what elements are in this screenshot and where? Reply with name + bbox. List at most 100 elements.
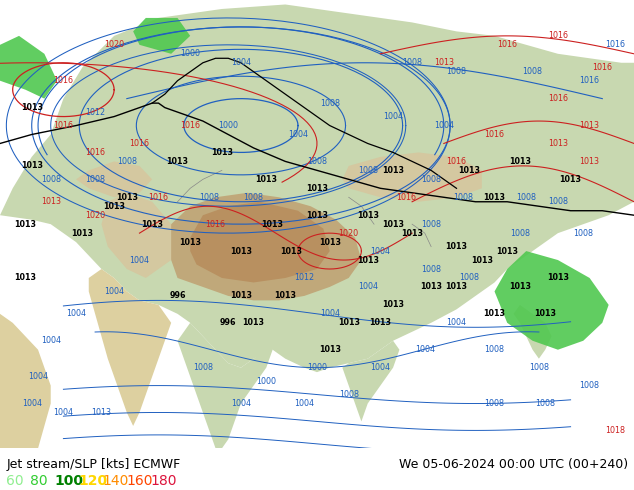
Text: 1016: 1016 bbox=[396, 193, 416, 202]
Text: 1013: 1013 bbox=[370, 318, 391, 327]
Text: 1004: 1004 bbox=[28, 372, 48, 381]
Text: 1013: 1013 bbox=[509, 157, 531, 166]
Text: 1008: 1008 bbox=[453, 193, 473, 202]
Text: 1004: 1004 bbox=[66, 309, 86, 318]
Text: 1004: 1004 bbox=[22, 399, 42, 408]
Text: 1016: 1016 bbox=[148, 193, 169, 202]
Text: 1013: 1013 bbox=[306, 211, 328, 220]
Text: 1008: 1008 bbox=[41, 175, 61, 184]
Text: 1000: 1000 bbox=[256, 377, 276, 386]
Text: 1008: 1008 bbox=[199, 193, 219, 202]
Text: 996: 996 bbox=[169, 292, 186, 300]
Text: 60: 60 bbox=[6, 474, 24, 488]
Text: 1013: 1013 bbox=[382, 166, 404, 175]
Text: 1013: 1013 bbox=[230, 292, 252, 300]
Text: We 05-06-2024 00:00 UTC (00+240): We 05-06-2024 00:00 UTC (00+240) bbox=[399, 458, 628, 470]
Text: 1008: 1008 bbox=[579, 381, 600, 390]
Text: 1013: 1013 bbox=[179, 238, 201, 246]
Text: 1004: 1004 bbox=[370, 246, 391, 256]
Text: 1013: 1013 bbox=[21, 103, 42, 112]
Text: 1016: 1016 bbox=[548, 31, 568, 40]
Text: 1013: 1013 bbox=[548, 139, 568, 148]
Text: 1000: 1000 bbox=[307, 363, 327, 372]
Text: 1008: 1008 bbox=[358, 166, 378, 175]
Polygon shape bbox=[342, 152, 482, 202]
Text: 1008: 1008 bbox=[320, 98, 340, 108]
Text: 1008: 1008 bbox=[402, 58, 422, 67]
Text: 1013: 1013 bbox=[281, 246, 302, 256]
Text: 1013: 1013 bbox=[91, 408, 112, 417]
Text: 1004: 1004 bbox=[41, 336, 61, 345]
Polygon shape bbox=[0, 4, 634, 372]
Text: 1004: 1004 bbox=[129, 256, 150, 265]
Text: 1008: 1008 bbox=[535, 399, 555, 408]
Text: 1013: 1013 bbox=[484, 193, 505, 202]
Text: 1008: 1008 bbox=[339, 390, 359, 399]
Text: 1013: 1013 bbox=[401, 229, 423, 238]
Text: 1013: 1013 bbox=[211, 148, 233, 157]
Text: 160: 160 bbox=[127, 474, 153, 488]
Text: 1020: 1020 bbox=[85, 211, 105, 220]
Text: 140: 140 bbox=[103, 474, 129, 488]
Polygon shape bbox=[0, 36, 57, 98]
Text: 1004: 1004 bbox=[104, 287, 124, 296]
Text: 1013: 1013 bbox=[579, 157, 600, 166]
Polygon shape bbox=[89, 269, 171, 426]
Text: 1008: 1008 bbox=[421, 175, 441, 184]
Text: 1016: 1016 bbox=[497, 40, 517, 49]
Text: 1013: 1013 bbox=[496, 246, 518, 256]
Text: 1004: 1004 bbox=[358, 282, 378, 292]
Text: 1013: 1013 bbox=[243, 318, 264, 327]
Text: 1016: 1016 bbox=[53, 76, 74, 85]
Text: 100: 100 bbox=[55, 474, 84, 488]
Text: 1008: 1008 bbox=[307, 157, 327, 166]
Text: 1004: 1004 bbox=[446, 318, 467, 327]
Polygon shape bbox=[0, 314, 51, 448]
Text: 1008: 1008 bbox=[459, 273, 479, 282]
Polygon shape bbox=[76, 161, 152, 197]
Text: 1013: 1013 bbox=[319, 238, 340, 246]
Text: 1013: 1013 bbox=[357, 256, 378, 265]
Text: 1013: 1013 bbox=[338, 318, 359, 327]
Text: 1013: 1013 bbox=[458, 166, 480, 175]
Text: 1013: 1013 bbox=[72, 229, 93, 238]
Text: 1016: 1016 bbox=[129, 139, 150, 148]
Text: 1008: 1008 bbox=[421, 220, 441, 229]
Text: 1013: 1013 bbox=[275, 292, 296, 300]
Text: 1013: 1013 bbox=[15, 220, 36, 229]
Text: 1004: 1004 bbox=[434, 121, 454, 130]
Text: 1000: 1000 bbox=[180, 49, 200, 58]
Text: 1013: 1013 bbox=[41, 197, 61, 206]
Polygon shape bbox=[165, 193, 361, 300]
Text: 1016: 1016 bbox=[180, 121, 200, 130]
Text: 1008: 1008 bbox=[522, 67, 543, 76]
Text: 1000: 1000 bbox=[218, 121, 238, 130]
Text: 1013: 1013 bbox=[230, 246, 252, 256]
Text: 1004: 1004 bbox=[53, 408, 74, 417]
Text: 1008: 1008 bbox=[193, 363, 213, 372]
Text: 80: 80 bbox=[30, 474, 48, 488]
Text: 1004: 1004 bbox=[383, 112, 403, 121]
Text: 120: 120 bbox=[79, 474, 108, 488]
Text: 1008: 1008 bbox=[548, 197, 568, 206]
Text: 1008: 1008 bbox=[484, 399, 505, 408]
Text: 1013: 1013 bbox=[262, 220, 283, 229]
Text: 1013: 1013 bbox=[579, 121, 600, 130]
Text: 1013: 1013 bbox=[116, 193, 138, 202]
Text: 1016: 1016 bbox=[548, 94, 568, 103]
Text: 1013: 1013 bbox=[15, 273, 36, 282]
Text: 1004: 1004 bbox=[231, 58, 251, 67]
Polygon shape bbox=[133, 18, 190, 54]
Text: 1004: 1004 bbox=[370, 363, 391, 372]
Text: 1013: 1013 bbox=[434, 58, 454, 67]
Text: 1008: 1008 bbox=[484, 345, 505, 354]
Polygon shape bbox=[178, 323, 273, 448]
Text: 1013: 1013 bbox=[560, 175, 581, 184]
Text: 1013: 1013 bbox=[446, 242, 467, 251]
Text: 1016: 1016 bbox=[85, 148, 105, 157]
Text: 996: 996 bbox=[220, 318, 236, 327]
Text: 1013: 1013 bbox=[446, 282, 467, 292]
Text: 1016: 1016 bbox=[446, 157, 467, 166]
Text: 1008: 1008 bbox=[529, 363, 549, 372]
Text: 1013: 1013 bbox=[21, 161, 42, 171]
